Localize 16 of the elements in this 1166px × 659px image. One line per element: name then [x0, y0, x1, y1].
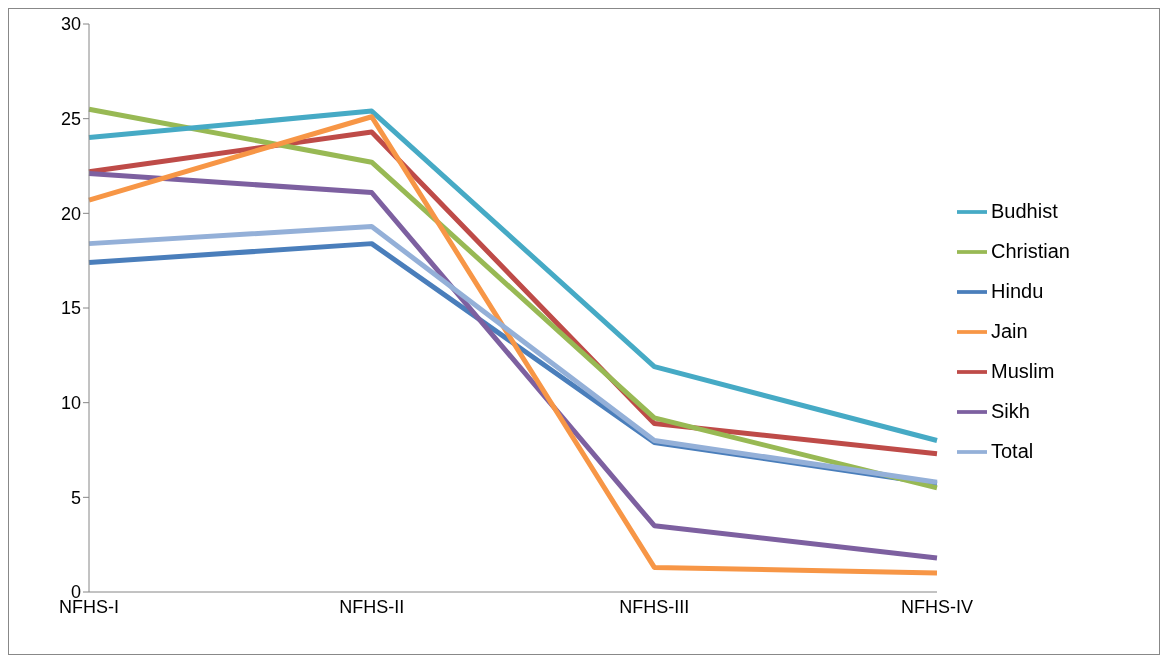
- y-tick-label: 5: [70, 487, 81, 508]
- x-tick-label: NFHS-III: [619, 596, 690, 617]
- x-tick-label: NFHS-IV: [901, 596, 973, 617]
- x-tick-label: NFHS-II: [339, 596, 405, 617]
- y-tick-label: 15: [60, 298, 81, 319]
- legend-label: Christian: [991, 239, 1070, 262]
- y-tick-label: 20: [60, 203, 81, 224]
- legend-label: Budhist: [991, 199, 1058, 222]
- y-tick-label: 30: [60, 14, 81, 35]
- legend-label: Sikh: [991, 399, 1030, 422]
- legend-label: Muslim: [991, 359, 1055, 382]
- y-tick-label: 10: [60, 393, 81, 414]
- y-tick-label: 25: [60, 109, 81, 130]
- legend-label: Total: [991, 439, 1034, 462]
- legend-label: Jain: [991, 319, 1028, 342]
- legend-label: Hindu: [991, 279, 1044, 302]
